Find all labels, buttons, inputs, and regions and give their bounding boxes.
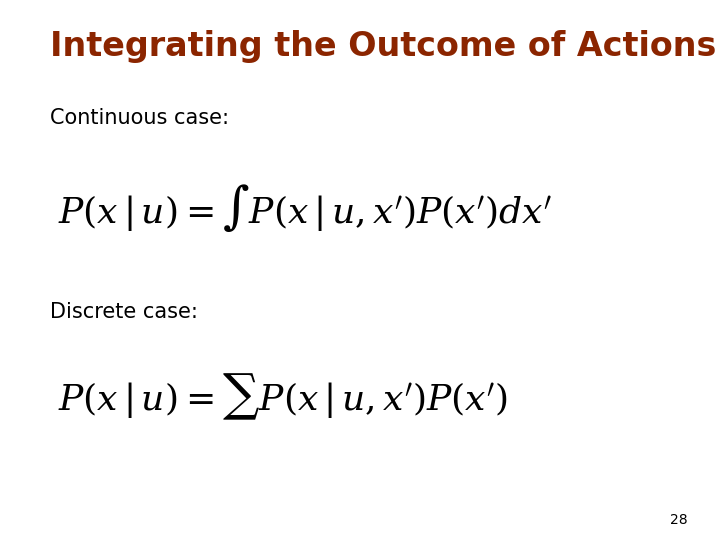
Text: Integrating the Outcome of Actions: Integrating the Outcome of Actions [50, 30, 717, 63]
Text: $P(x\,|\,u) = \int P(x\,|\,u,x')P(x')dx'$: $P(x\,|\,u) = \int P(x\,|\,u,x')P(x')dx'… [58, 182, 552, 234]
Text: Discrete case:: Discrete case: [50, 302, 198, 322]
Text: $P(x\,|\,u) = \sum P(x\,|\,u,x')P(x')$: $P(x\,|\,u) = \sum P(x\,|\,u,x')P(x')$ [58, 372, 508, 422]
Text: Continuous case:: Continuous case: [50, 108, 230, 128]
Text: 28: 28 [670, 512, 688, 526]
